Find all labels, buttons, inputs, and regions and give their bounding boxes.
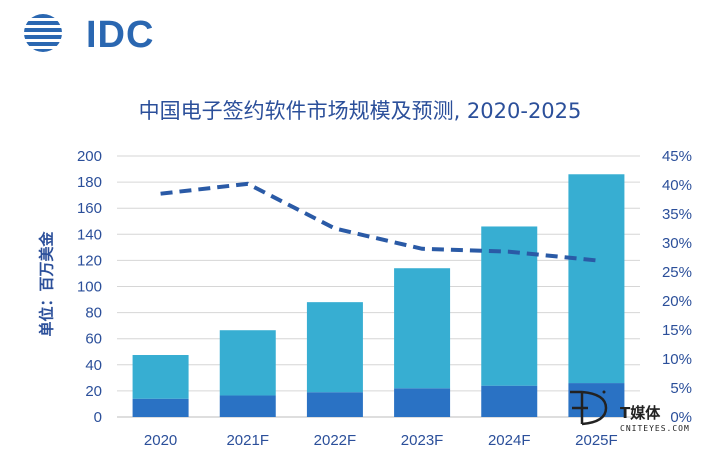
x-tick-label: 2021F — [226, 432, 269, 449]
x-tick-label: 2025F — [575, 432, 618, 449]
y-tick-label: 120 — [77, 252, 102, 269]
bar-segment-top — [306, 302, 363, 393]
y2-tick-label: 10% — [662, 351, 692, 368]
y2-axis-ticks: 0% 5% 10% 15% 20% 25% 30% 35% 40% 45% — [662, 148, 692, 426]
y2-tick-label: 5% — [670, 380, 692, 397]
y-tick-label: 180 — [77, 174, 102, 191]
y2-tick-label: 45% — [662, 148, 692, 165]
bar-segment-top — [132, 355, 189, 399]
y2-tick-label: 15% — [662, 322, 692, 339]
bar-segment-base — [568, 383, 625, 417]
y-tick-label: 60 — [85, 331, 102, 348]
x-tick-label: 2020 — [144, 432, 177, 449]
bar-segment-top — [568, 174, 625, 384]
x-tick-label: 2023F — [401, 432, 444, 449]
chart-title: 中国电子签约软件市场规模及预测, 2020-2025 — [138, 99, 582, 123]
bar-segment-base — [219, 395, 276, 417]
watermark-text: T媒体 — [620, 404, 661, 422]
y-tick-label: 40 — [85, 357, 102, 374]
watermark-subtext: CNITEYES.COM — [620, 424, 690, 433]
x-axis-ticks: 2020 2021F 2022F 2023F 2024F 2025F — [144, 432, 618, 449]
bars — [132, 174, 625, 417]
y-tick-label: 200 — [77, 148, 102, 165]
bar-segment-base — [132, 398, 189, 417]
y2-tick-label: 30% — [662, 235, 692, 252]
y-tick-label: 20 — [85, 383, 102, 400]
gridlines — [117, 155, 640, 418]
bar-segment-base — [394, 388, 451, 417]
bar-segment-base — [481, 385, 538, 417]
bar-segment-top — [219, 330, 276, 396]
y2-tick-label: 20% — [662, 293, 692, 310]
y-axis-ticks: 0 20 40 60 80 100 120 140 160 180 200 — [77, 148, 102, 426]
logo-text: IDC — [86, 14, 155, 56]
y-tick-label: 100 — [77, 279, 102, 296]
bar-segment-top — [394, 268, 451, 389]
y2-tick-label: 35% — [662, 206, 692, 223]
y2-tick-label: 25% — [662, 264, 692, 281]
y-tick-label: 160 — [77, 200, 102, 217]
idc-globe-icon — [24, 14, 62, 52]
y-tick-label: 140 — [77, 226, 102, 243]
x-tick-label: 2022F — [314, 432, 357, 449]
growth-line — [160, 181, 597, 263]
y-tick-label: 0 — [94, 409, 102, 426]
y2-tick-label: 40% — [662, 177, 692, 194]
growth-line-path — [160, 181, 597, 263]
idc-logo: IDC — [22, 12, 162, 54]
bar-segment-base — [306, 392, 363, 417]
watermark-logo-icon — [570, 390, 608, 426]
y-tick-label: 80 — [85, 305, 102, 322]
x-tick-label: 2024F — [488, 432, 531, 449]
y2-tick-label: 0% — [670, 409, 692, 426]
